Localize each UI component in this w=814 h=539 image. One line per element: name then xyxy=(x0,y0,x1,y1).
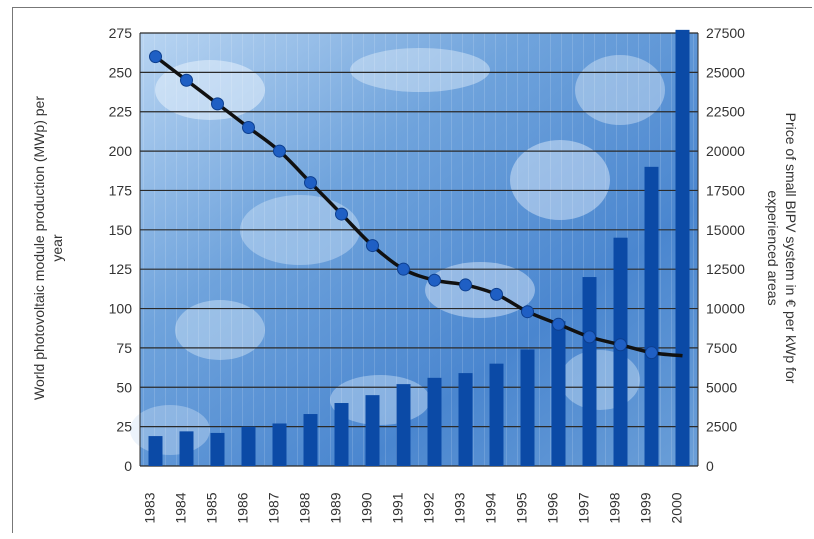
bar-1997 xyxy=(582,277,597,466)
left-tick-label: 200 xyxy=(109,143,133,159)
price-marker-1984 xyxy=(180,73,193,87)
right-tick-label: 10000 xyxy=(706,301,745,317)
price-marker-1990 xyxy=(366,239,379,253)
price-marker-1989 xyxy=(335,207,348,221)
x-tick-label: 1999 xyxy=(638,492,654,523)
price-marker-1983 xyxy=(149,50,162,64)
left-tick-label: 0 xyxy=(124,458,132,474)
right-axis-title-line1: Price of small BIPV system in € per kWp … xyxy=(783,113,799,384)
right-tick-label: 25000 xyxy=(706,64,745,80)
x-tick-label: 1991 xyxy=(390,492,406,523)
x-tick-label: 1989 xyxy=(328,492,344,523)
left-tick-label: 100 xyxy=(109,301,133,317)
bar-1989 xyxy=(334,403,349,466)
price-marker-1996 xyxy=(552,317,565,331)
bar-1992 xyxy=(427,377,442,466)
bar-1983 xyxy=(148,436,163,466)
x-tick-label: 1987 xyxy=(266,492,282,523)
bar-1986 xyxy=(241,426,256,466)
bar-1995 xyxy=(520,349,535,466)
price-marker-1994 xyxy=(490,287,503,301)
x-tick-label: 1995 xyxy=(514,492,530,523)
bar-1994 xyxy=(489,363,504,466)
bar-1990 xyxy=(365,395,380,466)
bar-2000 xyxy=(675,29,690,466)
x-tick-label: 1994 xyxy=(483,492,499,523)
bar-1998 xyxy=(613,237,628,466)
left-tick-label: 225 xyxy=(109,104,133,120)
price-marker-1999 xyxy=(645,346,658,360)
x-tick-label: 1983 xyxy=(142,492,158,523)
bar-1993 xyxy=(458,373,473,466)
price-marker-1985 xyxy=(211,97,224,111)
right-tick-label: 0 xyxy=(706,458,714,474)
x-tick-label: 2000 xyxy=(669,492,685,523)
x-tick-label: 1990 xyxy=(359,492,375,523)
x-tick-label: 1996 xyxy=(545,492,561,523)
left-tick-label: 175 xyxy=(109,182,133,198)
right-tick-label: 17500 xyxy=(706,182,745,198)
price-marker-1993 xyxy=(459,278,472,292)
bar-1987 xyxy=(272,423,287,466)
x-tick-label: 1986 xyxy=(235,492,251,523)
right-tick-label: 5000 xyxy=(706,379,737,395)
x-tick-label: 1985 xyxy=(204,492,220,523)
x-tick-label: 1992 xyxy=(421,492,437,523)
bar-1999 xyxy=(644,166,659,466)
bar-1996 xyxy=(551,321,566,466)
price-marker-1992 xyxy=(428,273,441,287)
right-axis-title-line2: experienced areas xyxy=(765,190,781,305)
right-tick-label: 2500 xyxy=(706,419,737,435)
price-marker-1991 xyxy=(397,262,410,276)
left-tick-label: 150 xyxy=(109,222,133,238)
right-tick-label: 20000 xyxy=(706,143,745,159)
left-tick-label: 50 xyxy=(116,379,132,395)
price-marker-1995 xyxy=(521,305,534,319)
right-tick-label: 22500 xyxy=(706,104,745,120)
price-marker-1986 xyxy=(242,120,255,134)
left-tick-label: 125 xyxy=(109,261,133,277)
right-tick-label: 12500 xyxy=(706,261,745,277)
left-tick-label: 250 xyxy=(109,64,133,80)
left-tick-label: 25 xyxy=(116,419,132,435)
x-tick-label: 1997 xyxy=(576,492,592,523)
x-tick-label: 1984 xyxy=(173,492,189,523)
right-tick-label: 15000 xyxy=(706,222,745,238)
chart-frame xyxy=(12,7,812,533)
plot-background-photo xyxy=(130,33,698,466)
price-marker-1988 xyxy=(304,176,317,190)
price-marker-1998 xyxy=(614,338,627,352)
bar-1991 xyxy=(396,384,411,466)
bar-1988 xyxy=(303,414,318,466)
price-marker-1997 xyxy=(583,330,596,344)
x-tick-label: 1993 xyxy=(452,492,468,523)
price-marker-1987 xyxy=(273,144,286,158)
right-tick-label: 7500 xyxy=(706,340,737,356)
left-axis-title-line2: year xyxy=(49,234,65,262)
x-tick-label: 1988 xyxy=(297,492,313,523)
x-tick-label: 1998 xyxy=(607,492,623,523)
left-tick-label: 75 xyxy=(116,340,132,356)
right-tick-label: 27500 xyxy=(706,25,745,41)
bar-1985 xyxy=(210,432,225,466)
left-axis-title-line1: World photovoltaic module production (MW… xyxy=(31,96,47,400)
bar-1984 xyxy=(179,431,194,466)
left-tick-label: 275 xyxy=(109,25,133,41)
